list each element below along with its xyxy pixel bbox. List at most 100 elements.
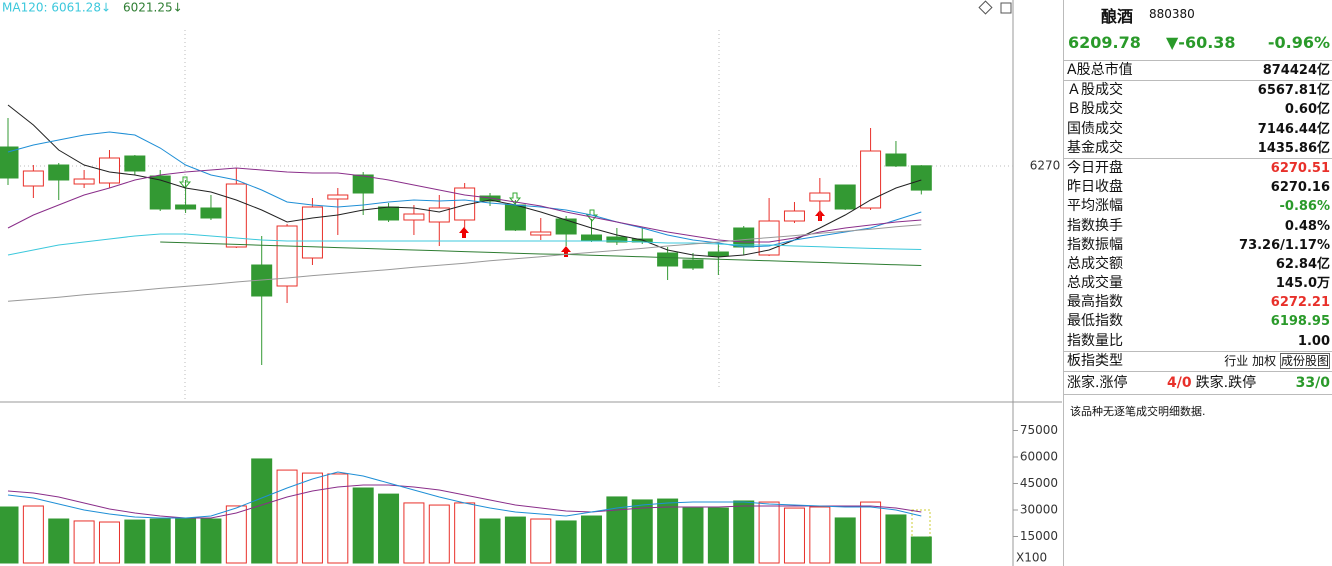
type-link[interactable]: 行业 <box>1224 353 1249 368</box>
volume-bar <box>378 493 400 564</box>
volume-bar <box>73 520 95 564</box>
candle-body <box>301 206 323 259</box>
down-count: 33/0 <box>1295 375 1330 391</box>
volume-bar <box>783 507 805 564</box>
candle-body <box>682 259 704 269</box>
volume-bar <box>479 518 501 564</box>
stat-row: 平均涨幅 -0.86% <box>1064 197 1332 216</box>
type-links: 行业 加权 成份股图 <box>1224 352 1330 371</box>
volume-bar <box>454 502 476 564</box>
stat-row: 指数量比 1.00 <box>1064 332 1332 352</box>
row-value: 6567.81亿 <box>1257 83 1330 99</box>
tool-icon[interactable] <box>1000 2 1012 14</box>
candle-body <box>149 175 171 210</box>
volume-bar <box>606 496 628 564</box>
row-label: 国债成交 <box>1067 120 1123 137</box>
volume-bar <box>555 520 577 564</box>
stat-row: 最低指数 6198.95 <box>1064 312 1332 331</box>
stat-row: 基金成交 1435.86亿 <box>1064 139 1332 159</box>
volume-bar <box>225 505 247 564</box>
volume-bar <box>733 500 755 564</box>
last-price: 6209.78 <box>1068 33 1141 52</box>
candle-body <box>530 231 552 236</box>
price-change: ▼-60.38 <box>1166 33 1236 52</box>
stats-table: A股总市值 874424亿 Ａ股成交 6567.81亿 Ｂ股成交 0.60亿国债成交 714… <box>1064 61 1332 352</box>
candle-body <box>809 192 831 202</box>
ma-label: MA120: 6061.28↓ <box>2 1 111 15</box>
candle-body <box>657 252 679 267</box>
y-unit-label: X100 <box>1016 551 1047 565</box>
row-label: 指数换手 <box>1067 217 1123 234</box>
candle-body <box>581 234 603 242</box>
row-label: 总成交额 <box>1067 255 1123 272</box>
y-tick-label: 15000 <box>1020 529 1058 543</box>
row-value: 7146.44亿 <box>1257 121 1330 137</box>
volume-bar <box>149 518 171 564</box>
up-count: 4/0 <box>1167 375 1192 391</box>
volume-bar <box>200 518 222 564</box>
type-link[interactable]: 加权 <box>1252 353 1277 368</box>
volume-bar <box>809 506 831 564</box>
volume-bar <box>834 517 856 564</box>
ma-line <box>160 241 922 266</box>
row-value: -0.86% <box>1279 199 1331 215</box>
buy-arrow <box>459 227 469 238</box>
candle-body <box>225 183 247 248</box>
candle-body <box>403 213 425 221</box>
y-tick-label: 6270 <box>1030 159 1061 173</box>
candle-body <box>834 184 856 210</box>
index-name: 酿酒 <box>1101 7 1134 26</box>
volume-bar <box>251 458 273 564</box>
row-value: 874424亿 <box>1262 63 1330 78</box>
volume-bar <box>758 501 780 564</box>
row-label: 指数振幅 <box>1067 236 1123 253</box>
volume-ma-line <box>7 471 922 519</box>
stat-row: Ｂ股成交 0.60亿 <box>1064 100 1332 119</box>
type-link[interactable]: 成份股图 <box>1279 352 1330 369</box>
ma-line <box>7 131 922 248</box>
row-label: 板指类型 <box>1067 352 1123 369</box>
candle-body <box>783 210 805 222</box>
volume-bar <box>175 518 197 564</box>
stat-row: 最高指数 6272.21 <box>1064 293 1332 312</box>
row-value: 62.84亿 <box>1275 256 1330 272</box>
y-tick-label: 45000 <box>1020 476 1058 490</box>
stat-row: A股总市值 874424亿 <box>1064 61 1332 82</box>
sell-arrow <box>585 209 599 222</box>
candle-body <box>606 236 628 243</box>
volume-bar <box>657 498 679 564</box>
candle-body <box>98 157 120 184</box>
row-label: 指数量比 <box>1067 332 1123 349</box>
breadth-row: 涨家.涨停 4/0 跌家.跌停 33/0 <box>1064 372 1332 394</box>
candle-body <box>73 178 95 185</box>
candle-body <box>378 206 400 221</box>
ma-line <box>7 233 922 256</box>
row-value: 0.60亿 <box>1284 102 1330 118</box>
note: 该品种无逐笔成交明细数据. <box>1064 394 1332 419</box>
candle-body <box>124 155 146 172</box>
volume-bar <box>124 519 146 564</box>
volume-bar <box>403 502 425 564</box>
volume-bar <box>504 516 526 564</box>
tool-icon[interactable] <box>978 0 993 15</box>
row-label: 平均涨幅 <box>1067 198 1123 215</box>
volume-bar <box>885 514 907 564</box>
row-value: 73.26/1.17% <box>1239 237 1330 253</box>
candle-body <box>860 150 882 209</box>
panel-header: 酿酒 880380 <box>1064 0 1332 26</box>
candle-body <box>504 204 526 231</box>
stat-row: 总成交量 145.0万 <box>1064 274 1332 293</box>
row-value: 6272.21 <box>1270 295 1330 311</box>
volume-bar <box>581 515 603 564</box>
quote-panel: 酿酒 880380 6209.78 ▼-60.38 -0.96% A股总市值 87… <box>1063 0 1332 566</box>
row-label: Ａ股成交 <box>1067 82 1123 99</box>
row-label: Ｂ股成交 <box>1067 101 1123 118</box>
stat-row: 昨日收盘 6270.16 <box>1064 178 1332 197</box>
candle-body <box>327 194 349 200</box>
row-label: 总成交量 <box>1067 275 1123 292</box>
stat-row: 今日开盘 6270.51 <box>1064 159 1332 178</box>
candle-body <box>885 153 907 167</box>
volume-bar <box>428 504 450 564</box>
candle-body <box>555 218 577 235</box>
